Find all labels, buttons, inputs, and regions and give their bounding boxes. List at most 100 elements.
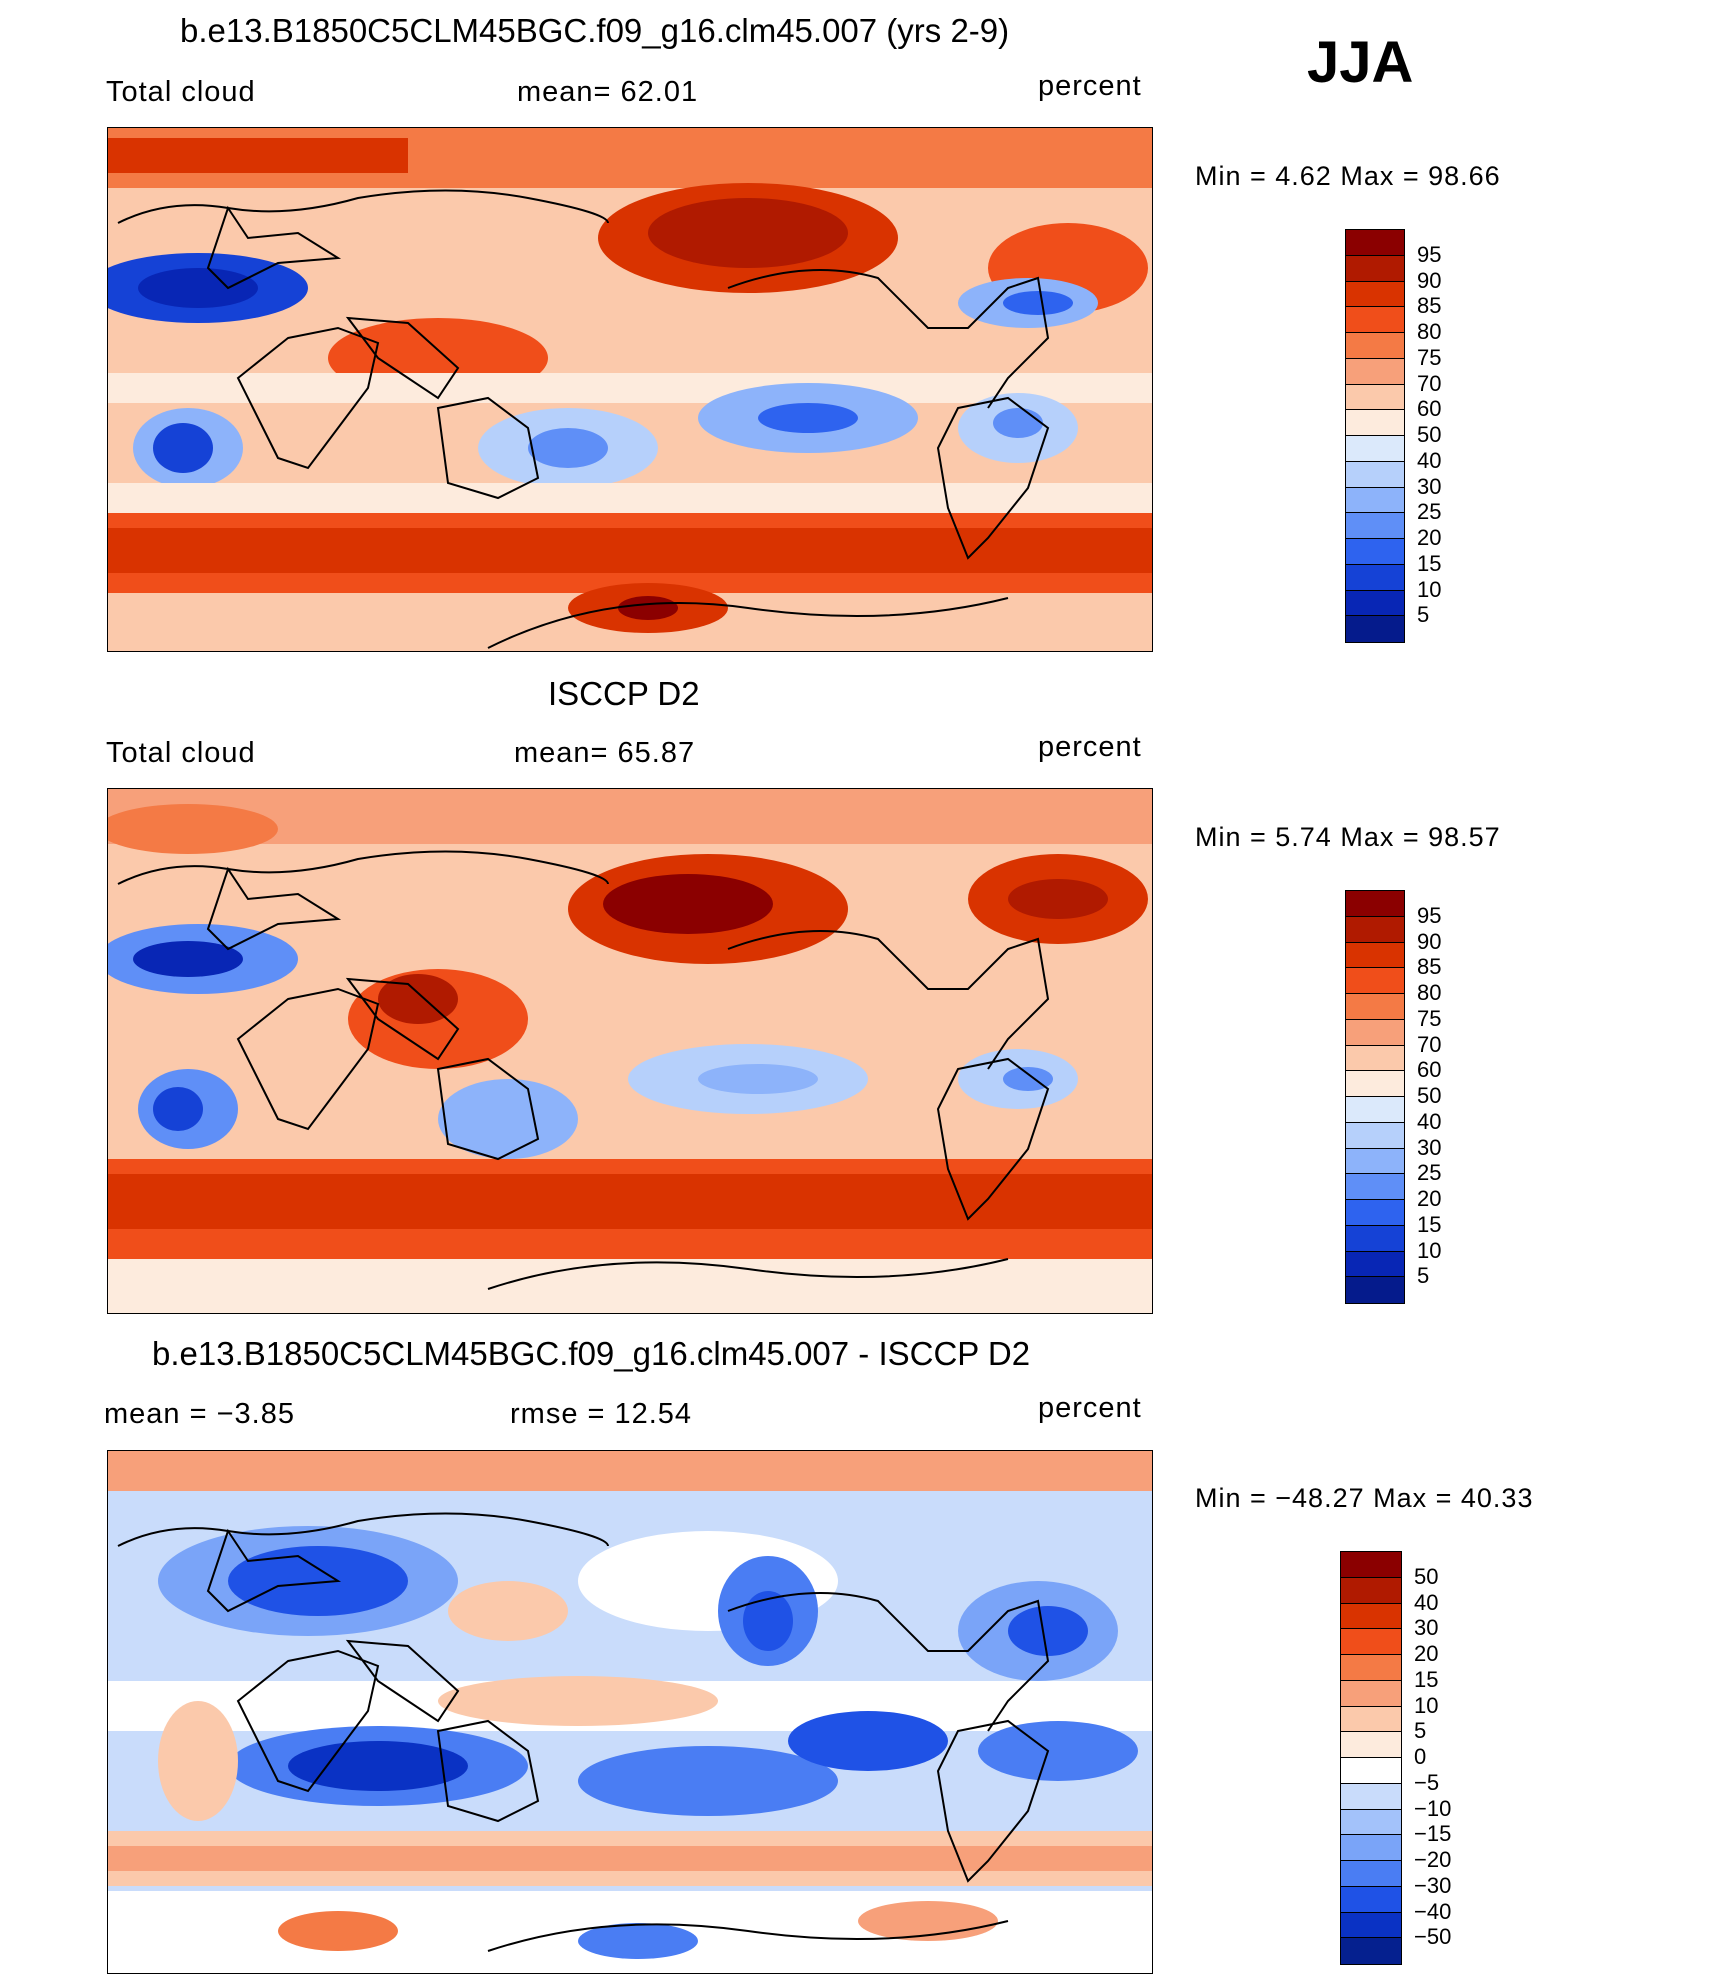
- colorbar-swatch: [1346, 1071, 1404, 1097]
- panel2-units-label: percent: [1038, 731, 1142, 763]
- colorbar-tick-label: 10: [1417, 1237, 1442, 1263]
- panel1-units-label: percent: [1038, 70, 1142, 102]
- colorbar-tick-label: 80: [1417, 319, 1442, 344]
- colorbar-tick-label: 40: [1417, 1108, 1442, 1134]
- panel1-title: b.e13.B1850C5CLM45BGC.f09_g16.clm45.007 …: [180, 12, 1010, 49]
- colorbar-tick-label: −15: [1414, 1821, 1452, 1847]
- colorbar-tick-label: 60: [1417, 1057, 1442, 1083]
- colorbar-tick-label: 60: [1417, 396, 1442, 422]
- colorbar-swatch: [1341, 1886, 1401, 1913]
- colorbar-swatch: [1346, 230, 1404, 256]
- colorbar-swatch: [1346, 436, 1404, 462]
- colorbar-swatch: [1346, 1200, 1404, 1226]
- colorbar-tick-label: 5: [1414, 1718, 1427, 1744]
- colorbar-tick-label: 75: [1417, 344, 1442, 370]
- colorbar-swatch: [1346, 916, 1404, 943]
- panel3-map: [107, 1450, 1153, 1974]
- panel2-colorbar: [1345, 890, 1405, 1304]
- colorbar-tick-label: 85: [1417, 293, 1442, 319]
- colorbar-swatch: [1341, 1680, 1401, 1707]
- panel1-colorbar: [1345, 229, 1405, 643]
- colorbar-swatch: [1341, 1835, 1401, 1861]
- colorbar-swatch: [1341, 1552, 1401, 1578]
- colorbar-swatch: [1341, 1758, 1401, 1784]
- panel3-colorbar: [1340, 1551, 1402, 1965]
- colorbar-tick-label: 20: [1417, 1186, 1442, 1211]
- season-label: JJA: [1307, 30, 1414, 95]
- colorbar-swatch: [1341, 1912, 1401, 1939]
- colorbar-swatch: [1341, 1938, 1401, 1964]
- colorbar-swatch: [1341, 1706, 1401, 1733]
- colorbar-swatch: [1341, 1603, 1401, 1630]
- colorbar-swatch: [1346, 487, 1404, 514]
- panel3-title: b.e13.B1850C5CLM45BGC.f09_g16.clm45.007 …: [152, 1335, 1031, 1372]
- colorbar-tick-label: 85: [1417, 954, 1442, 980]
- colorbar-swatch: [1346, 1122, 1404, 1149]
- colorbar-tick-label: 80: [1417, 980, 1442, 1005]
- colorbar-tick-label: 20: [1417, 525, 1442, 550]
- colorbar-tick-label: 30: [1414, 1615, 1439, 1641]
- panel1-map: [107, 127, 1153, 652]
- panel1-variable-label: Total cloud: [106, 76, 256, 108]
- colorbar-swatch: [1341, 1577, 1401, 1604]
- colorbar-swatch: [1346, 1097, 1404, 1123]
- panel3-rmse-label: rmse = 12.54: [510, 1398, 693, 1430]
- colorbar-tick-label: 25: [1417, 1160, 1442, 1186]
- colorbar-swatch: [1346, 384, 1404, 411]
- colorbar-swatch: [1346, 281, 1404, 308]
- colorbar-tick-label: −20: [1414, 1847, 1452, 1872]
- colorbar-swatch: [1346, 1251, 1404, 1278]
- colorbar-swatch: [1341, 1655, 1401, 1681]
- colorbar-tick-label: 90: [1417, 928, 1442, 954]
- colorbar-tick-label: 40: [1414, 1589, 1439, 1615]
- colorbar-tick-label: 15: [1417, 550, 1442, 576]
- colorbar-tick-label: 70: [1417, 370, 1442, 396]
- colorbar-tick-label: −40: [1414, 1898, 1452, 1924]
- colorbar-swatch: [1346, 616, 1404, 642]
- panel3-minmax: Min = −48.27 Max = 40.33: [1195, 1483, 1534, 1513]
- colorbar-tick-label: 0: [1414, 1744, 1427, 1769]
- colorbar-tick-label: −5: [1414, 1769, 1440, 1795]
- colorbar-tick-label: 50: [1417, 422, 1442, 447]
- colorbar-tick-label: 5: [1417, 602, 1430, 628]
- colorbar-tick-label: 95: [1417, 241, 1442, 267]
- colorbar-tick-label: 30: [1417, 1134, 1442, 1160]
- colorbar-swatch: [1346, 358, 1404, 385]
- colorbar-swatch: [1346, 590, 1404, 617]
- colorbar-tick-label: −10: [1414, 1795, 1452, 1821]
- colorbar-tick-label: 10: [1417, 576, 1442, 602]
- colorbar-tick-label: 10: [1414, 1692, 1439, 1718]
- colorbar-tick-label: 15: [1417, 1211, 1442, 1237]
- colorbar-swatch: [1346, 333, 1404, 359]
- colorbar-tick-label: −30: [1414, 1872, 1452, 1898]
- colorbar-swatch: [1346, 410, 1404, 436]
- colorbar-tick-label: 75: [1417, 1005, 1442, 1031]
- colorbar-tick-label: 90: [1417, 267, 1442, 293]
- colorbar-swatch: [1341, 1809, 1401, 1836]
- colorbar-swatch: [1346, 1277, 1404, 1303]
- panel2-title: ISCCP D2: [548, 675, 700, 712]
- panel2-variable-label: Total cloud: [106, 737, 256, 769]
- colorbar-swatch: [1346, 1045, 1404, 1072]
- colorbar-tick-label: 50: [1417, 1083, 1442, 1108]
- colorbar-swatch: [1341, 1861, 1401, 1887]
- colorbar-tick-label: 95: [1417, 902, 1442, 928]
- panel3-mean-label: mean = −3.85: [104, 1398, 295, 1430]
- colorbar-swatch: [1346, 1148, 1404, 1175]
- colorbar-swatch: [1346, 942, 1404, 969]
- colorbar-swatch: [1341, 1783, 1401, 1810]
- colorbar-swatch: [1346, 1225, 1404, 1252]
- colorbar-swatch: [1346, 1019, 1404, 1046]
- colorbar-tick-label: 30: [1417, 473, 1442, 499]
- colorbar-tick-label: 50: [1414, 1563, 1439, 1589]
- panel2-map: [107, 788, 1153, 1314]
- panel3-units-label: percent: [1038, 1392, 1142, 1424]
- colorbar-tick-label: 40: [1417, 447, 1442, 473]
- colorbar-swatch: [1346, 1174, 1404, 1200]
- colorbar-swatch: [1341, 1732, 1401, 1758]
- panel1-mean-label: mean= 62.01: [517, 76, 699, 108]
- colorbar-tick-label: 15: [1414, 1666, 1439, 1692]
- panel2-mean-label: mean= 65.87: [514, 737, 696, 769]
- colorbar-swatch: [1346, 461, 1404, 488]
- colorbar-swatch: [1346, 968, 1404, 994]
